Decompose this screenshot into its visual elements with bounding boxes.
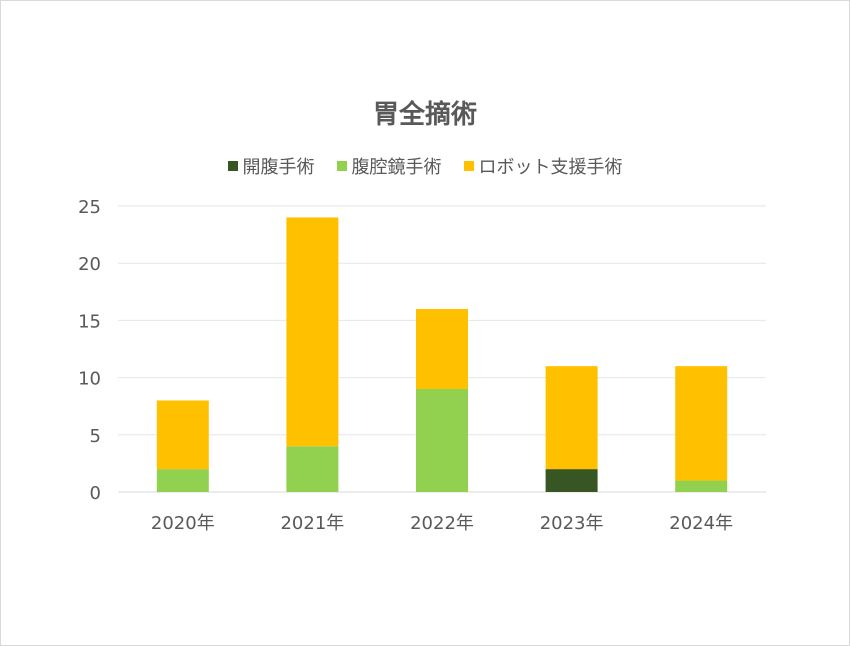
bar-segment: [286, 446, 339, 492]
bar-segment: [545, 366, 598, 470]
bar-segment: [156, 400, 209, 470]
x-tick-label: 2022年: [410, 513, 474, 534]
legend-label: 開腹手術: [242, 157, 315, 178]
x-tick-label: 2023年: [540, 513, 604, 534]
legend-item-robotic: ロボット支援手術: [463, 153, 623, 179]
legend-swatch: [463, 161, 474, 171]
bar-segment: [416, 389, 468, 492]
bar-segment: [286, 217, 339, 447]
y-tick-label: 20: [78, 254, 101, 275]
x-tick-label: 2024年: [669, 513, 733, 534]
y-tick-label: 0: [90, 483, 101, 504]
y-tick-label: 10: [78, 369, 101, 390]
y-tick-label: 15: [78, 311, 101, 332]
legend-swatch: [336, 161, 347, 171]
bar-segment: [156, 469, 209, 492]
x-tick-label: 2020年: [151, 513, 215, 534]
legend: 開腹手術 腹腔鏡手術 ロボット支援手術: [0, 153, 850, 179]
legend-item-laparoscopic: 腹腔鏡手術: [336, 153, 442, 179]
y-tick-label: 25: [78, 197, 101, 218]
bar-segment: [545, 469, 598, 492]
legend-item-open-surgery: 開腹手術: [227, 153, 315, 179]
x-tick-label: 2021年: [280, 513, 344, 534]
legend-label: 腹腔鏡手術: [351, 157, 442, 178]
y-tick-label: 5: [90, 426, 101, 447]
bar-segment: [675, 480, 728, 492]
bar-segment: [675, 366, 728, 481]
chart-title: 胃全摘術: [372, 100, 477, 130]
legend-swatch: [227, 161, 238, 171]
legend-label: ロボット支援手術: [478, 157, 623, 178]
bar-segment: [416, 308, 468, 390]
